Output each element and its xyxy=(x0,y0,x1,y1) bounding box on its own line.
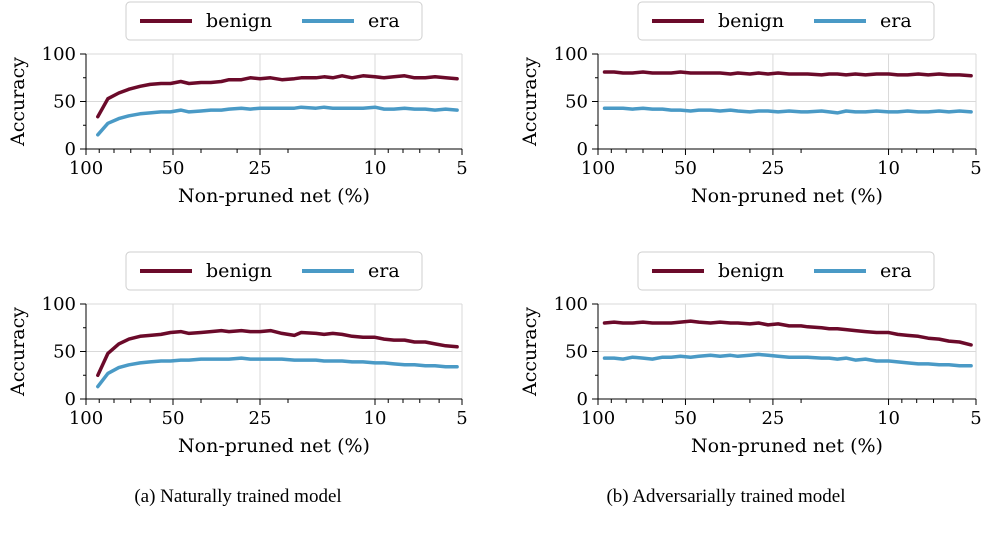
x-tick-label: 50 xyxy=(162,158,185,179)
legend: benign era xyxy=(125,1,423,41)
x-tick-label: 5 xyxy=(456,408,467,429)
legend-label-benign: benign xyxy=(206,10,272,32)
series-line-benign xyxy=(602,70,973,78)
series-line-benign xyxy=(602,319,973,347)
y-axis-label: Accuracy xyxy=(7,57,29,147)
x-tick-label: 25 xyxy=(249,158,272,179)
x-tick-label: 10 xyxy=(364,158,387,179)
x-tick-label: 100 xyxy=(581,158,615,179)
x-tick-label: 25 xyxy=(761,158,784,179)
x-tick-label: 25 xyxy=(761,408,784,429)
legend-label-era: era xyxy=(368,260,400,282)
y-tick-label: 100 xyxy=(42,44,76,65)
y-tick-label: 100 xyxy=(554,44,588,65)
x-tick-label: 10 xyxy=(364,408,387,429)
y-axis-label: Accuracy xyxy=(519,307,541,397)
x-tick-label: 5 xyxy=(456,158,467,179)
y-tick-label: 50 xyxy=(565,92,588,113)
caption-b: (b) Adversarially trained model xyxy=(606,486,845,507)
y-tick-label: 0 xyxy=(65,139,76,160)
chart-panel: 0 50 100 100 50 25 10 5 Non-pruned net (%) Accura… xyxy=(519,251,982,457)
y-tick-label: 0 xyxy=(65,389,76,410)
legend-box xyxy=(637,251,935,291)
y-tick-label: 50 xyxy=(53,342,76,363)
y-tick-label: 100 xyxy=(42,294,76,315)
chart-panel: 0 50 100 100 50 25 10 5 Non-pruned net (%) Accura… xyxy=(519,1,982,207)
caption-a: (a) Naturally trained model xyxy=(134,486,341,507)
x-axis-label: Non-pruned net (%) xyxy=(691,435,883,457)
series-line-benign xyxy=(96,328,459,378)
x-tick-label: 10 xyxy=(877,408,900,429)
legend-label-benign: benign xyxy=(718,260,784,282)
series-line-era xyxy=(602,352,973,368)
y-tick-label: 100 xyxy=(554,294,588,315)
x-tick-label: 5 xyxy=(970,408,981,429)
series-line-era xyxy=(602,106,973,115)
x-tick-label: 10 xyxy=(877,158,900,179)
x-axis-label: Non-pruned net (%) xyxy=(691,185,883,207)
x-tick-label: 50 xyxy=(162,408,185,429)
legend-label-era: era xyxy=(880,10,912,32)
series-line-era xyxy=(96,105,459,137)
chart-panel: 0 50 100 100 50 25 10 5 Non-pruned net (%) Accura… xyxy=(7,1,468,207)
x-tick-label: 25 xyxy=(249,408,272,429)
legend: benign era xyxy=(637,1,935,41)
legend: benign era xyxy=(125,251,423,291)
series-line-era xyxy=(96,356,459,389)
legend-label-era: era xyxy=(368,10,400,32)
y-axis-label: Accuracy xyxy=(7,307,29,397)
x-tick-label: 50 xyxy=(674,158,697,179)
legend-label-era: era xyxy=(880,260,912,282)
x-axis-label: Non-pruned net (%) xyxy=(178,185,370,207)
x-tick-label: 100 xyxy=(581,408,615,429)
legend-box xyxy=(637,1,935,41)
x-axis-label: Non-pruned net (%) xyxy=(178,435,370,457)
series-line-benign xyxy=(96,74,459,119)
legend-box xyxy=(125,251,423,291)
y-tick-label: 0 xyxy=(577,139,588,160)
x-tick-label: 50 xyxy=(674,408,697,429)
y-axis-label: Accuracy xyxy=(519,57,541,147)
y-tick-label: 0 xyxy=(577,389,588,410)
legend-box xyxy=(125,1,423,41)
x-tick-label: 100 xyxy=(69,158,103,179)
chart-panel: 0 50 100 100 50 25 10 5 Non-pruned net (%) Accura… xyxy=(7,251,468,457)
x-tick-label: 5 xyxy=(970,158,981,179)
legend: benign era xyxy=(637,251,935,291)
legend-label-benign: benign xyxy=(206,260,272,282)
y-tick-label: 50 xyxy=(565,342,588,363)
y-tick-label: 50 xyxy=(53,92,76,113)
legend-label-benign: benign xyxy=(718,10,784,32)
x-tick-label: 100 xyxy=(69,408,103,429)
